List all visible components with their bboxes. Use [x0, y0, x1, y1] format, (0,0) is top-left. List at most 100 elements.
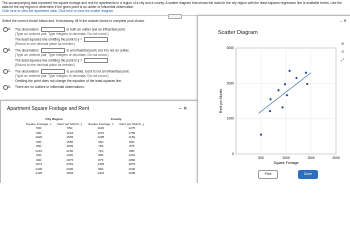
prompt: Select the correct choice below and, if …	[2, 19, 146, 23]
dialog-controls[interactable]: – ✕	[340, 18, 347, 23]
equation-label: The least-squares line omitting the poin…	[15, 58, 83, 63]
table-cell: 1400	[35, 166, 43, 171]
table-cell: 1210	[128, 153, 136, 158]
choice-text: There are no outliers or influential obs…	[15, 85, 85, 89]
data-link[interactable]: Click here to view the apartment data.	[2, 9, 58, 13]
data-dialog: Apartment Square Footage and Rent – ✕ Ci…	[0, 100, 199, 183]
table-cell: 1805	[66, 144, 74, 149]
instructions: The accompanying data represent the squa…	[2, 1, 342, 9]
column-header: Rent per Month, y	[119, 121, 145, 126]
x-axis-label: Square Footage	[273, 161, 298, 165]
statement: Omitting the point does not change the e…	[15, 79, 123, 83]
table-cell: 850	[36, 144, 42, 149]
table-row: 850 1805 765 875	[23, 144, 147, 149]
answer-box[interactable]	[40, 27, 65, 33]
radio-button[interactable]	[3, 27, 8, 33]
table-row: 980 1975 875 1860	[23, 158, 147, 163]
table-cell: 1150	[128, 135, 136, 140]
table-cell: 1665	[66, 135, 74, 140]
choice-letter: A.	[8, 27, 12, 31]
table-row: 1425 1983 1401 1605	[23, 171, 147, 176]
table-cell: 1425	[35, 171, 43, 176]
screen: The accompanying data represent the squa…	[0, 0, 350, 183]
table-row: 680 1215 1670 1750	[23, 131, 147, 136]
choice-text: The observation	[15, 48, 39, 53]
equation-line: The least-squares line omitting the poin…	[15, 58, 110, 64]
data-point	[281, 106, 284, 109]
choice-line: The observation is an influential point, …	[15, 48, 130, 54]
table-cell: 930	[36, 153, 42, 158]
y-tick-label: 3000	[227, 46, 235, 50]
table-cell: 875	[98, 157, 104, 162]
x-tick-label: 1500	[307, 156, 315, 160]
print-button[interactable]: Print	[258, 170, 278, 179]
dialog-title: Apartment Square Footage and Rent	[7, 106, 89, 112]
table-cell: 1425	[97, 162, 105, 167]
column-header: Square Footage, x	[88, 121, 114, 126]
answer-box[interactable]	[40, 48, 65, 54]
y-axis-label: Rent per Month	[219, 89, 223, 113]
data-point	[306, 82, 309, 86]
answer-box[interactable]	[40, 69, 65, 75]
scatter-plot: 500 1000 1500 2000 0 1000 2000 3000 Square Foota…	[219, 46, 340, 165]
radio-button[interactable]	[3, 85, 8, 91]
table-cell: 1983	[66, 171, 74, 176]
hint: (Round to one decimal place as needed.)	[15, 42, 76, 46]
y-tick-label: 2000	[227, 81, 235, 85]
equation-label: The least-squares line omitting the poin…	[15, 37, 83, 42]
y-tick-label: 0	[232, 152, 234, 156]
dialog-title: Scatter Diagram	[218, 30, 258, 36]
data-point	[288, 69, 291, 72]
regression-line	[258, 72, 312, 114]
choice-text: The observation	[15, 69, 39, 74]
hint: (Type an ordered pair. Type integers or …	[15, 53, 109, 57]
x-tick-label: 500	[258, 156, 264, 160]
answer-box[interactable]	[84, 58, 109, 64]
table-cell: 1320	[66, 153, 74, 158]
expand-handle[interactable]	[168, 13, 182, 19]
table-row: 1072 2352 1425 1875	[23, 162, 147, 167]
table-cell: 1550	[66, 139, 74, 144]
scatter-link[interactable]: Click here to view the scatter diagram.	[58, 9, 115, 13]
choice-text: is both an outlier and an influential po…	[66, 27, 126, 32]
table-row: 930 1320 980 1210	[23, 153, 147, 158]
answer-box[interactable]	[84, 37, 109, 43]
hint: (Round to one decimal place as needed.)	[15, 63, 76, 67]
group-header: City Region	[45, 117, 63, 122]
table-cell: 1605	[128, 171, 136, 176]
choice-text: is an outlier, but it is not an influent…	[66, 69, 130, 74]
data-point	[269, 98, 272, 101]
table-cell: 1275	[128, 126, 136, 131]
table-cell: 1100	[97, 126, 105, 131]
column-header: Rent per Month, y	[57, 121, 83, 126]
data-point	[268, 109, 272, 113]
choice-letter: B.	[8, 48, 12, 52]
x-tick-label: 2000	[332, 156, 340, 160]
table-cell: 710	[98, 148, 104, 153]
column-header: Square Footage, x	[26, 121, 52, 126]
table-cell: 1210	[35, 148, 43, 153]
table-cell: 980	[98, 153, 104, 158]
data-point	[283, 83, 287, 86]
table-row: 1020 1665 1298 1150	[23, 135, 147, 140]
table-cell: 1401	[97, 171, 105, 176]
table-cell: 800	[129, 139, 135, 144]
table-row: 1210 2150 710 880	[23, 149, 147, 154]
equation-line: The least-squares line omitting the poin…	[15, 37, 110, 43]
choice-line: The observation is an outlier, but it is …	[15, 69, 130, 75]
table-cell: 875	[129, 144, 135, 149]
y-tick-label: 1000	[227, 117, 235, 121]
table-cell: 1750	[128, 130, 136, 135]
table-cell: 1875	[128, 162, 136, 167]
scatter-dialog: – ✕ Scatter Diagram 500 1000 1500 2000 0 1000…	[197, 15, 350, 183]
hint: (Type an ordered pair. Type integers or …	[15, 32, 109, 36]
dialog-controls[interactable]: – ✕	[179, 106, 188, 112]
choice-line: The observation is both an outlier and an…	[15, 27, 126, 33]
radio-button[interactable]	[3, 69, 8, 75]
table-cell: 765	[98, 144, 104, 149]
choice-text: The observation	[15, 27, 39, 32]
done-button[interactable]: Done	[298, 170, 318, 179]
table-cell: 1215	[66, 130, 74, 135]
radio-button[interactable]	[3, 48, 8, 54]
zoom-tools[interactable]: ⊕ ⊖ ⤢	[341, 41, 345, 62]
